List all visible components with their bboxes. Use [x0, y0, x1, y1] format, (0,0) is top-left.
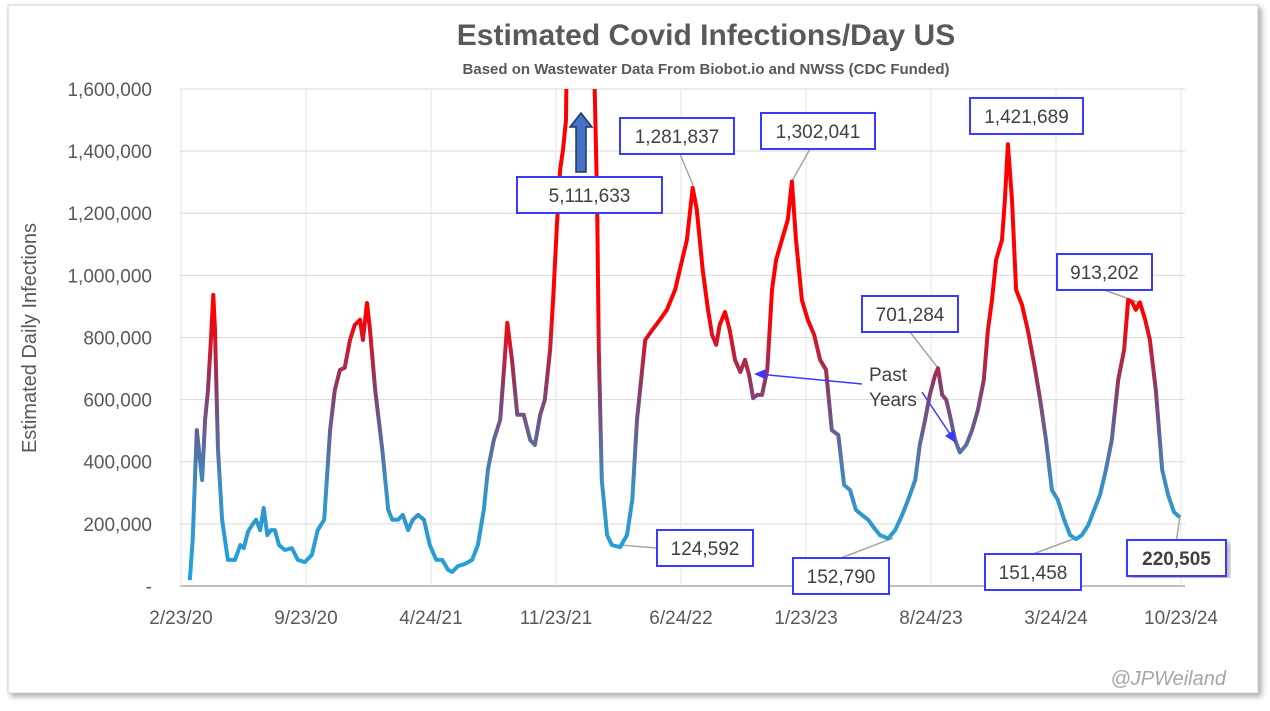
y-tick-label: - — [146, 577, 152, 598]
annotation-label: 1,281,837 — [635, 127, 720, 148]
y-tick-label: 1,000,000 — [67, 266, 152, 287]
y-tick-label: 400,000 — [83, 453, 152, 474]
x-tick-label: 4/24/21 — [399, 608, 462, 629]
annotation-label: 152,790 — [807, 567, 876, 588]
leader-line — [619, 544, 658, 549]
y-tick-label: 600,000 — [83, 391, 152, 412]
annotation-label: 151,458 — [999, 563, 1068, 584]
y-axis: - 200,000 400,000 600,000 800,000 1,000,000 1,… — [67, 80, 152, 598]
chart-subtitle: Based on Wastewater Data From Biobot.io … — [463, 61, 950, 78]
y-tick-label: 1,200,000 — [67, 204, 152, 225]
annotation-label: 913,202 — [1070, 263, 1139, 284]
y-axis-title: Estimated Daily Infections — [19, 223, 41, 453]
annotation-box — [619, 117, 735, 155]
annotation-box — [1126, 539, 1227, 577]
x-tick-label: 11/23/21 — [520, 608, 593, 629]
annotation-box — [792, 557, 890, 595]
annotation-label: 1,302,041 — [776, 122, 861, 143]
annotation-label: 5,111,633 — [549, 186, 631, 207]
annotations: 5,111,633 1,281,837 1,302,041 1,421,689 913,… — [516, 97, 1227, 595]
note-arrow-2 — [921, 391, 953, 438]
leader-line — [791, 148, 811, 182]
annotation-box — [516, 176, 663, 214]
leader-line — [840, 537, 894, 559]
annotation-box — [760, 112, 876, 150]
annotation-box — [969, 97, 1084, 135]
x-tick-label: 8/24/23 — [899, 608, 962, 629]
chart-title: Estimated Covid Infections/Day US — [457, 19, 955, 52]
x-tick-label: 3/24/24 — [1024, 608, 1088, 629]
note-line-1: Past — [869, 365, 908, 386]
x-tick-label: 10/23/24 — [1144, 608, 1218, 629]
leader-line — [909, 331, 939, 369]
leader-line — [679, 153, 694, 186]
annotation-label: 124,592 — [671, 539, 740, 560]
annotation-label: 1,421,689 — [984, 107, 1069, 128]
x-tick-label: 2/23/20 — [149, 608, 212, 629]
credit: @JPWeiland — [1110, 668, 1226, 690]
x-axis: 2/23/20 9/23/20 4/24/21 11/23/21 6/24/22 1/23… — [149, 608, 1218, 629]
leader-line — [1032, 537, 1077, 555]
series-line — [187, 89, 1182, 581]
note-arrow-1 — [757, 373, 863, 385]
annotation-label: 701,284 — [876, 305, 945, 326]
leader-line — [1104, 289, 1141, 304]
y-tick-label: 1,600,000 — [67, 80, 152, 101]
x-tick-label: 6/24/22 — [649, 608, 712, 629]
annotation-box — [656, 529, 754, 567]
annotation-box — [861, 295, 959, 333]
annotation-label: 220,505 — [1142, 549, 1211, 570]
note-line-2: Years — [869, 390, 917, 411]
off-scale-arrow-icon — [568, 111, 594, 173]
leader-line — [1175, 515, 1181, 541]
x-tick-label: 9/23/20 — [274, 608, 337, 629]
x-tick-label: 1/23/23 — [774, 608, 837, 629]
annotation-box — [1056, 253, 1153, 291]
arrow-head-icon — [754, 369, 766, 379]
arrow-head-icon — [945, 430, 956, 443]
y-tick-label: 1,400,000 — [67, 142, 152, 163]
y-tick-label: 200,000 — [83, 515, 152, 536]
annotation-box — [984, 553, 1082, 591]
y-tick-label: 800,000 — [83, 328, 152, 349]
leader-lines — [619, 148, 1181, 559]
